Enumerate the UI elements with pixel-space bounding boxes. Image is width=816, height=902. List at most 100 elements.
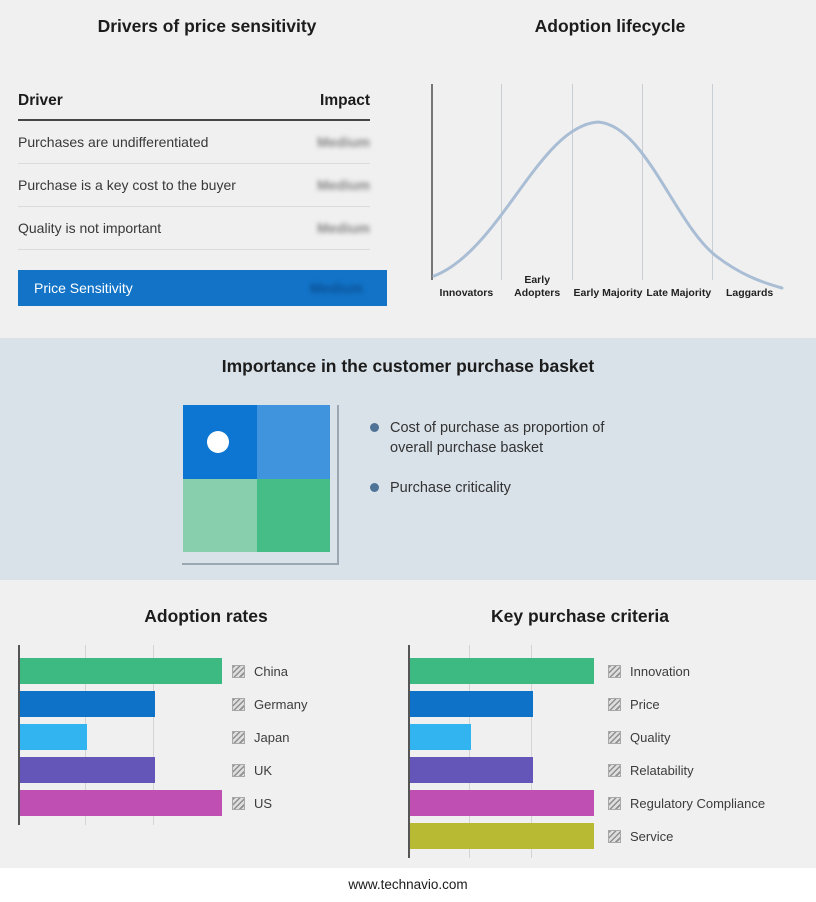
legend-swatch-icon — [608, 796, 621, 810]
purchase-basket-matrix — [183, 405, 330, 552]
legend-swatch-icon — [608, 730, 621, 744]
chart-bar — [410, 658, 594, 684]
legend-label: Germany — [254, 696, 308, 712]
matrix-quadrant-bottom-right — [256, 478, 330, 552]
chart-bar — [20, 790, 222, 816]
basket-bullets: Cost of purchase as proportion of overal… — [370, 419, 648, 520]
legend-swatch-icon — [232, 730, 245, 744]
driver-label: Purchase is a key cost to the buyer — [18, 177, 236, 193]
lifecycle-stage-labels: Innovators Early Adopters Early Majority La… — [431, 274, 785, 299]
lifecycle-bell-curve — [432, 120, 784, 290]
matrix-quadrant-bottom-left — [183, 478, 257, 552]
footer: www.technavio.com — [0, 868, 816, 902]
chart-bar — [20, 757, 155, 783]
legend-label: Price — [630, 696, 660, 712]
chart-bar — [410, 823, 594, 849]
lifecycle-gridline — [501, 84, 502, 280]
driver-row: Purchases are undifferentiated Medium — [18, 121, 370, 164]
bullet-item: Cost of purchase as proportion of overal… — [370, 419, 648, 458]
purchase-basket-section: Importance in the customer purchase bask… — [0, 338, 816, 580]
chart-gridline — [469, 645, 470, 858]
chart-bar — [410, 691, 533, 717]
adoption-rates-y-axis — [18, 645, 20, 825]
chart-bar — [20, 724, 87, 750]
price-sensitivity-label: Price Sensitivity — [34, 280, 133, 296]
bullet-text: Purchase criticality — [390, 480, 511, 497]
legend-label: Japan — [254, 729, 290, 745]
lifecycle-curve-svg — [432, 120, 784, 290]
legend-swatch-icon — [232, 763, 245, 777]
price-sensitivity-impact: Medium — [310, 280, 363, 296]
legend-item: Quality — [608, 724, 670, 750]
bullet-text: Cost of purchase as proportion of overal… — [390, 420, 605, 456]
bullet-icon — [370, 423, 379, 432]
drivers-table-rows: Purchases are undifferentiated Medium Purc… — [18, 121, 370, 250]
chart-gridline — [531, 645, 532, 858]
legend-swatch-icon — [608, 664, 621, 678]
column-header-driver: Driver — [18, 92, 63, 109]
matrix-axis-horizontal — [182, 563, 339, 565]
bullet-item: Purchase criticality — [370, 479, 648, 499]
impact-value: Medium — [317, 134, 370, 150]
key-purchase-criteria-y-axis — [408, 645, 410, 858]
impact-value: Medium — [317, 220, 370, 236]
stage-label: Early Majority — [573, 286, 643, 299]
key-purchase-criteria-chart — [408, 645, 608, 863]
lifecycle-y-axis — [431, 84, 433, 280]
impact-value: Medium — [317, 177, 370, 193]
matrix-axis-vertical — [337, 405, 339, 565]
legend-swatch-icon — [232, 664, 245, 678]
lifecycle-gridline — [572, 84, 573, 280]
chart-bar — [410, 724, 471, 750]
basket-title: Importance in the customer purchase bask… — [221, 356, 595, 376]
legend-item: Innovation — [608, 658, 690, 684]
price-sensitivity-row: Price Sensitivity Medium — [18, 270, 387, 306]
drivers-table: Driver Impact Purchases are undifferenti… — [18, 92, 370, 250]
drivers-title: Drivers of price sensitivity — [97, 16, 317, 36]
chart-bar — [20, 658, 222, 684]
legend-item: Service — [608, 823, 673, 849]
legend-item: UK — [232, 757, 272, 783]
stage-label: Innovators — [439, 286, 494, 299]
stage-label: Late Majority — [646, 286, 712, 299]
legend-item: Germany — [232, 691, 307, 717]
legend-item: Regulatory Compliance — [608, 790, 765, 816]
lifecycle-gridline — [642, 84, 643, 280]
stage-label: Laggards — [725, 286, 774, 299]
legend-item: Japan — [232, 724, 289, 750]
drivers-table-header: Driver Impact — [18, 92, 370, 121]
bullet-icon — [370, 483, 379, 493]
legend-label: Service — [630, 828, 674, 844]
key-purchase-criteria-title: Key purchase criteria — [490, 606, 669, 626]
legend-swatch-icon — [608, 697, 621, 711]
driver-label: Purchases are undifferentiated — [18, 134, 209, 150]
legend-label: Regulatory Compliance — [630, 795, 766, 811]
chart-gridline — [153, 645, 154, 825]
legend-item: China — [232, 658, 288, 684]
stage-label: Early Adopters — [514, 274, 561, 299]
chart-bar — [410, 757, 533, 783]
chart-bar — [410, 790, 594, 816]
matrix-quadrant-top-right — [256, 405, 330, 479]
legend-label: China — [254, 663, 288, 679]
legend-item: Price — [608, 691, 660, 717]
legend-label: Innovation — [630, 663, 690, 679]
lifecycle-title: Adoption lifecycle — [534, 16, 686, 36]
legend-label: US — [254, 795, 273, 811]
legend-item: US — [232, 790, 272, 816]
footer-url: www.technavio.com — [348, 877, 468, 892]
adoption-rates-title: Adoption rates — [144, 606, 268, 626]
legend-swatch-icon — [608, 763, 621, 777]
driver-label: Quality is not important — [18, 220, 162, 236]
legend-label: Quality — [630, 729, 671, 745]
driver-row: Purchase is a key cost to the buyer Mediu… — [18, 164, 370, 207]
legend-swatch-icon — [608, 829, 621, 843]
legend-item: Relatability — [608, 757, 694, 783]
lifecycle-chart — [431, 84, 785, 290]
chart-bar — [20, 691, 155, 717]
lifecycle-gridline — [712, 84, 713, 280]
driver-row: Quality is not important Medium — [18, 207, 370, 250]
legend-label: UK — [254, 762, 273, 778]
adoption-rates-chart — [18, 645, 353, 830]
